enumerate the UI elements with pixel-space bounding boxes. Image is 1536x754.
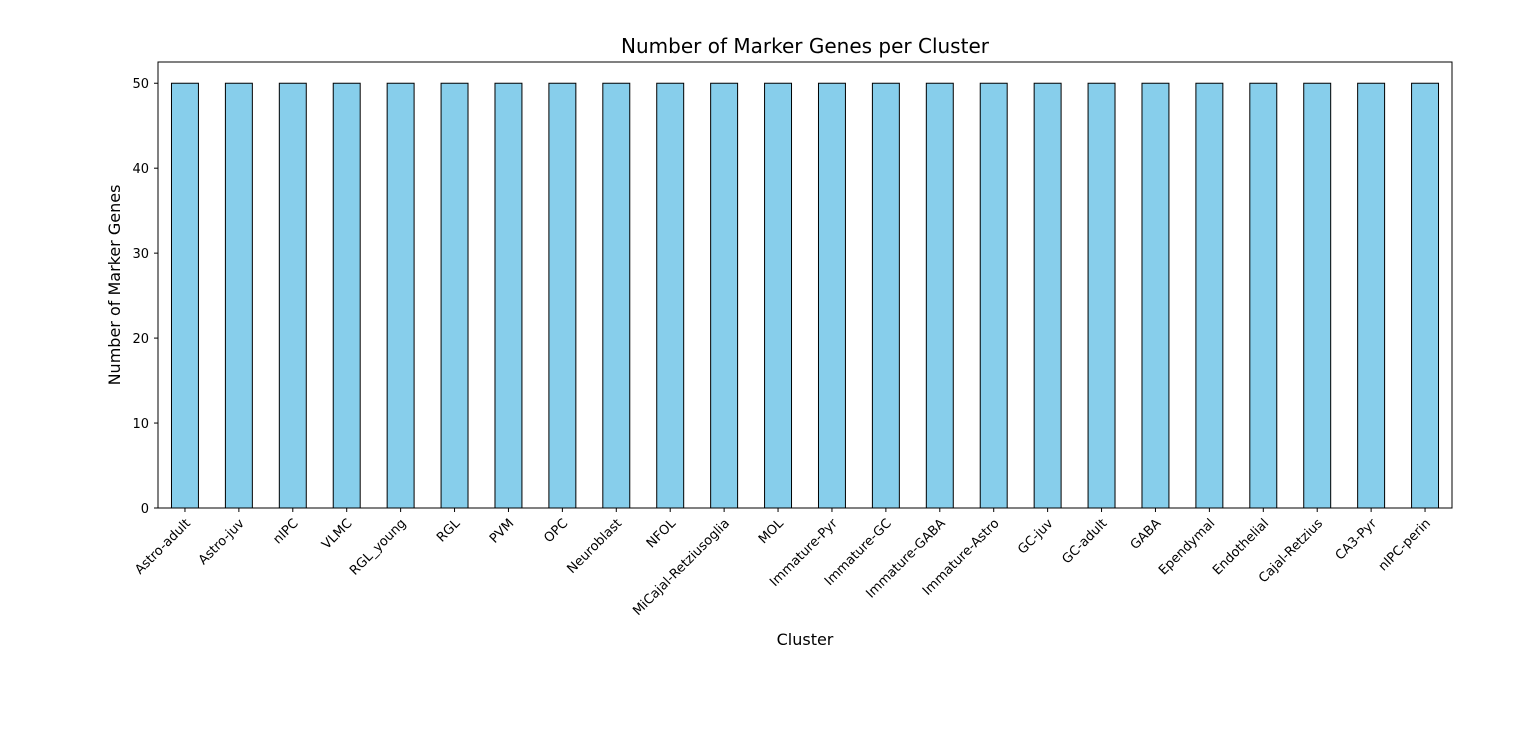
bar-opc — [548, 82, 577, 509]
bar-ca3-pyr — [1357, 82, 1386, 509]
bar-group — [170, 82, 1440, 509]
bar-rgl — [440, 82, 469, 509]
x-tick-label: RGL — [434, 516, 464, 546]
x-tick-label: nIPC — [271, 516, 302, 547]
bar-micajal-retziusoglia — [710, 82, 739, 509]
bar-gc-juv — [1033, 82, 1062, 509]
x-tick-label: GC-juv — [1015, 516, 1057, 558]
x-tick-label: PVM — [487, 516, 517, 546]
bar-gc-adult — [1087, 82, 1116, 509]
x-tick-label: Neuroblast — [565, 516, 626, 577]
bar-vlmc — [332, 82, 361, 509]
x-tick-label: RGL_young — [347, 516, 409, 578]
bar-cajal-retzius — [1303, 82, 1332, 509]
bar-nipc-perin — [1411, 82, 1440, 509]
bar-immature-gc — [871, 82, 900, 509]
x-axis-label: Cluster — [777, 630, 834, 649]
bar-immature-pyr — [817, 82, 846, 509]
x-tick-label: CA3-Pyr — [1333, 516, 1381, 564]
y-tick-label: 40 — [132, 162, 149, 177]
bar-immature-astro — [979, 82, 1008, 509]
x-tick-label: Astro-adult — [132, 516, 193, 577]
y-tick-label: 50 — [132, 77, 149, 92]
y-axis-label: Number of Marker Genes — [105, 185, 124, 386]
bar-ependymal — [1195, 82, 1224, 509]
x-tick-label: NFOL — [644, 516, 680, 552]
x-tick-label: MiCajal-Retziusoglia — [630, 516, 733, 619]
x-tick-label: GABA — [1128, 516, 1165, 553]
chart-title: Number of Marker Genes per Cluster — [621, 34, 990, 58]
x-tick-label: MOL — [756, 516, 787, 547]
bar-rgl-young — [386, 82, 415, 509]
bar-gaba — [1141, 82, 1170, 509]
bar-nipc — [278, 82, 307, 509]
x-tick-label: nIPC-perin — [1376, 516, 1434, 574]
x-tick-label: Ependymal — [1156, 516, 1218, 578]
bar-pvm — [494, 82, 523, 509]
plot-area-frame — [157, 61, 1453, 509]
y-tick-label: 30 — [132, 247, 149, 262]
x-tick-label: Astro-juv — [196, 516, 248, 568]
x-tick-label: VLMC — [319, 516, 355, 552]
bar-neuroblast — [602, 82, 631, 509]
bar-astro-juv — [224, 82, 253, 509]
y-tick-label: 0 — [141, 502, 149, 517]
bar-nfol — [656, 82, 685, 509]
y-tick-label: 20 — [132, 332, 149, 347]
bar-endothelial — [1249, 82, 1278, 509]
x-tick-label: OPC — [541, 516, 571, 546]
y-axis: 0 10 20 30 40 50 — [132, 77, 158, 517]
bar-immature-gaba — [925, 82, 954, 509]
bar-astro-adult — [170, 82, 199, 509]
bar-mol — [764, 82, 793, 509]
x-tick-label: GC-adult — [1059, 516, 1110, 567]
y-tick-label: 10 — [132, 417, 149, 432]
